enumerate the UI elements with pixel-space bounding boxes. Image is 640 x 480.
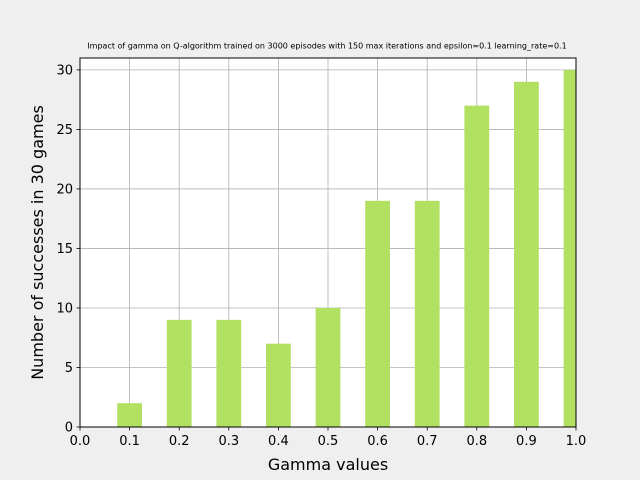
x-tick-label: 0.7 [417, 434, 438, 449]
bars [117, 69, 576, 427]
bar-gamma-0.4 [266, 343, 291, 427]
y-tick-label: 0 [65, 421, 73, 436]
bar-gamma-0.2 [166, 319, 192, 427]
x-tick-label: 0.4 [268, 434, 289, 449]
bar-gamma-1 [563, 69, 576, 427]
x-axis-label: Gamma values [268, 455, 388, 474]
bar-gamma-0.5 [315, 307, 341, 427]
axis-ticks: 0.0 0.1 0.2 0.3 0.4 0.5 0.6 0.7 0.8 0.9 1.0 0 5 10 15 2… [56, 63, 586, 449]
y-axis-label: Number of successes in 30 games [28, 105, 47, 380]
x-tick-label: 1.0 [566, 434, 587, 449]
y-tick-label: 20 [56, 182, 73, 197]
x-tick-label: 0.3 [218, 434, 239, 449]
x-tick-label: 0.8 [466, 434, 487, 449]
bar-gamma-0.1 [117, 403, 142, 427]
y-tick-label: 5 [65, 361, 73, 376]
y-tick-label: 30 [56, 63, 73, 78]
x-tick-label: 0.5 [318, 434, 339, 449]
x-tick-label: 0.9 [516, 434, 537, 449]
bar-gamma-0.6 [365, 200, 390, 427]
x-tick-label: 0.0 [70, 434, 91, 449]
x-tick-label: 0.6 [367, 434, 388, 449]
y-tick-label: 25 [56, 123, 73, 138]
bar-gamma-0.3 [216, 319, 242, 427]
x-tick-label: 0.2 [169, 434, 190, 449]
bar-gamma-0.9 [514, 81, 539, 427]
bar-gamma-0.8 [464, 105, 490, 427]
bar-gamma-0.7 [414, 200, 440, 427]
chart-title: Impact of gamma on Q-algorithm trained o… [87, 42, 566, 51]
y-tick-label: 15 [56, 242, 73, 257]
y-tick-label: 10 [56, 301, 73, 316]
x-tick-label: 0.1 [119, 434, 140, 449]
